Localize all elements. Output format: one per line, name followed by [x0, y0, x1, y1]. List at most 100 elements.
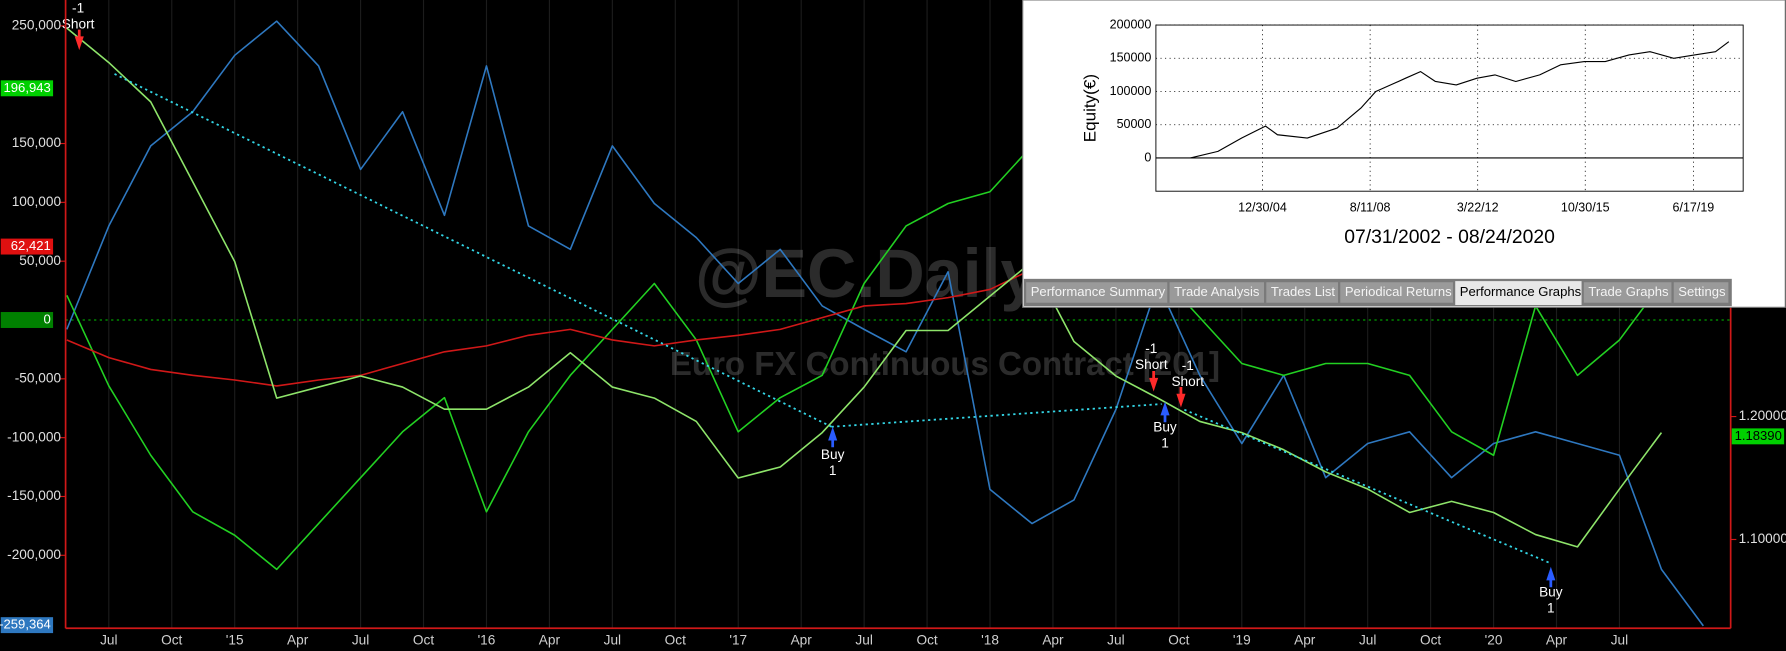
tab-label[interactable]: Trade Graphs — [1588, 284, 1669, 299]
tab-label[interactable]: Performance Summary — [1031, 284, 1166, 299]
series-line — [1190, 41, 1730, 159]
tab-label[interactable]: Trade Analysis — [1174, 284, 1260, 299]
x-tick-label: Jul — [352, 632, 369, 647]
tab[interactable] — [1455, 281, 1582, 306]
trade-annotation: -1 — [1182, 358, 1194, 373]
series-line — [66, 268, 1033, 387]
last-value-label: 196,943 — [4, 80, 51, 95]
tab-label[interactable]: Performance Graphs — [1460, 284, 1582, 299]
trade-annotation: 1 — [829, 463, 837, 478]
y-tick-label: 200000 — [1110, 17, 1152, 31]
date-range: 07/31/2002 - 08/24/2020 — [1344, 226, 1555, 248]
x-tick-label: Jul — [1107, 632, 1124, 647]
y-tick-label: -150,000 — [7, 488, 61, 503]
x-tick-label: Apr — [1042, 632, 1064, 647]
x-tick-label: Oct — [161, 632, 182, 647]
x-tick-label: '18 — [981, 632, 999, 647]
series-line — [66, 27, 1663, 548]
trade-annotation: Short — [1135, 357, 1168, 372]
last-value-label: 0 — [44, 311, 51, 326]
tab[interactable] — [1026, 282, 1168, 303]
x-tick-label: Oct — [916, 632, 937, 647]
trade-line — [114, 73, 832, 428]
plot-area: @EC.Daily Euro FX Continuous Contract [20… — [65, 0, 1731, 629]
x-tick-label: Apr — [287, 632, 309, 647]
y-tick-label: 0 — [1144, 150, 1151, 164]
trade-annotation: Buy — [821, 447, 845, 462]
x-tick-label: 6/17/19 — [1673, 201, 1715, 215]
x-tick-label: '15 — [226, 632, 244, 647]
trade-line — [1184, 408, 1552, 565]
trade-arrow — [1546, 566, 1556, 588]
last-value-badge — [1731, 428, 1785, 445]
x-tick-label: Apr — [791, 632, 813, 647]
tab-label[interactable]: Settings — [1678, 284, 1726, 299]
x-tick-label: Apr — [539, 632, 561, 647]
x-tick-label: Jul — [604, 632, 621, 647]
trade-arrow — [1160, 401, 1170, 423]
trade-arrow — [74, 29, 84, 51]
y2-tick-label: 1.10000 — [1739, 531, 1786, 546]
trade-annotation: Short — [62, 17, 95, 32]
trade-arrow — [828, 426, 838, 448]
trade-annotation: Buy — [1153, 420, 1177, 435]
y-tick-label: 100000 — [1110, 84, 1152, 98]
last-value-label: 62,421 — [11, 238, 51, 253]
tab-label[interactable]: Trades List — [1271, 284, 1336, 299]
last-value-label: 1.18390 — [1735, 428, 1782, 443]
x-tick-label: '20 — [1485, 632, 1503, 647]
x-tick-label: Oct — [1420, 632, 1441, 647]
inset-plot — [1155, 24, 1744, 192]
trade-arrow — [1176, 386, 1186, 408]
watermark-subtitle: Euro FX Continuous Contract [201] — [670, 345, 1220, 382]
x-tick-label: '17 — [729, 632, 747, 647]
series-line — [66, 145, 1704, 571]
y-tick-label: 150,000 — [12, 135, 62, 150]
tab[interactable] — [1583, 282, 1672, 303]
y-tick-label: 150000 — [1110, 51, 1152, 65]
last-value-badge — [0, 312, 54, 328]
x-tick-label: Jul — [100, 632, 117, 647]
trade-annotation: -1 — [72, 1, 84, 16]
tab[interactable] — [1673, 282, 1729, 303]
y-tick-label: 50,000 — [19, 253, 61, 268]
trade-annotation: 1 — [1547, 600, 1555, 615]
x-tick-label: '19 — [1233, 632, 1251, 647]
y-tick-label: 50000 — [1117, 117, 1152, 131]
x-tick-label: Apr — [1294, 632, 1316, 647]
y-axis-label: Equity(€) — [1081, 74, 1100, 142]
x-tick-label: Oct — [665, 632, 686, 647]
x-tick-label: 12/30/04 — [1238, 201, 1287, 215]
trade-annotation: Short — [1171, 374, 1204, 389]
x-tick-label: Jul — [1359, 632, 1376, 647]
trade-line — [831, 403, 1162, 428]
trade-arrow — [1149, 371, 1159, 392]
series-line — [66, 20, 1704, 627]
last-value-badge — [0, 617, 54, 634]
last-value-label: -259,364 — [0, 617, 51, 632]
x-tick-label: Jul — [855, 632, 872, 647]
x-tick-label: 3/22/12 — [1457, 201, 1499, 215]
watermark-title: @EC.Daily — [695, 236, 1039, 312]
y-tick-label: -100,000 — [7, 429, 61, 444]
trade-annotation: -1 — [1145, 341, 1157, 356]
y2-tick-label: 1.20000 — [1739, 408, 1786, 423]
x-tick-label: Apr — [1546, 632, 1568, 647]
tab[interactable] — [1266, 282, 1339, 303]
x-tick-label: Oct — [413, 632, 434, 647]
trade-annotation: 1 — [1161, 435, 1169, 450]
y-tick-label: -50,000 — [15, 370, 62, 385]
tab[interactable] — [1169, 282, 1265, 303]
y-tick-label: 250,000 — [12, 17, 62, 32]
tab[interactable] — [1340, 282, 1453, 303]
last-value-badge — [0, 80, 54, 97]
x-tick-label: 8/11/08 — [1350, 201, 1391, 215]
tab-label[interactable]: Periodical Returns — [1345, 284, 1452, 299]
last-value-badge — [0, 238, 54, 255]
y-tick-label: -200,000 — [7, 547, 61, 562]
x-tick-label: Oct — [1168, 632, 1189, 647]
x-tick-label: 10/30/15 — [1561, 201, 1610, 215]
y-tick-label: 100,000 — [12, 194, 62, 209]
